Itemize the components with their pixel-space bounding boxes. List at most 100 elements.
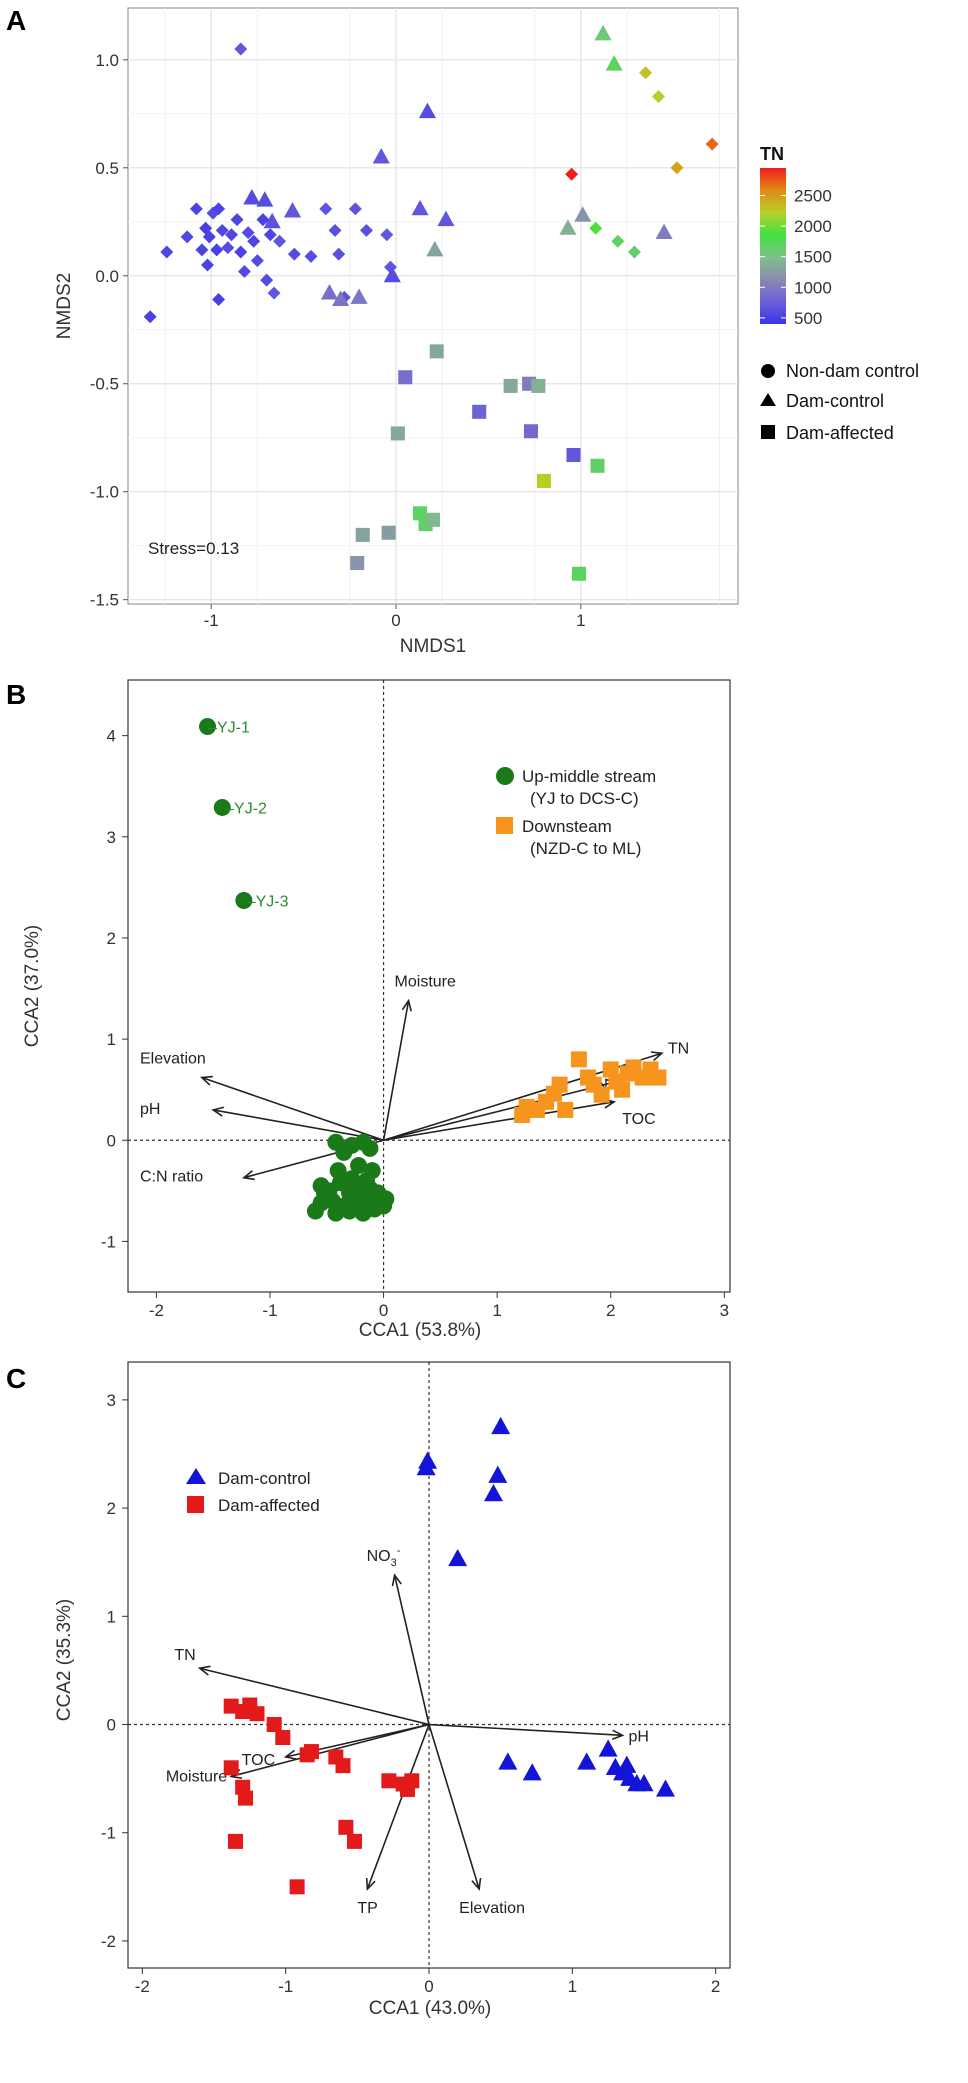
y-tick-label: -1	[101, 1824, 116, 1843]
cca-c-y-ticks: -2 -1 0 1 2 3	[101, 1391, 128, 1951]
vector-label: Elevation	[140, 1051, 206, 1068]
vector-arrow-head	[211, 1106, 225, 1117]
cca-c-point-dam-control	[522, 1763, 542, 1781]
cca-c-point-dam-affected	[238, 1790, 254, 1806]
legend-up-middle-range: (YJ to DCS-C)	[530, 789, 639, 808]
cca-b-x-ticks: -2 -1 0 1 2 3	[149, 1292, 729, 1320]
cca-b-point-downstream	[614, 1081, 631, 1098]
cca-c-point-dam-affected	[289, 1879, 305, 1895]
nmds-point-circle	[359, 223, 373, 237]
cca-b-point-downstream	[551, 1076, 568, 1093]
legend-downstream: Downsteam	[522, 817, 612, 836]
cca-c-point-dam-control	[634, 1774, 654, 1792]
cca-b-legend: Up-middle stream (YJ to DCS-C) Downsteam…	[496, 767, 656, 858]
cca-c-legend: Dam-control Dam-affected	[186, 1468, 320, 1515]
x-tick-label: 3	[720, 1301, 729, 1320]
nmds-point-circle	[287, 247, 301, 261]
legend-up-middle-stream: Up-middle stream	[522, 767, 656, 786]
vector-arrow	[199, 1667, 430, 1726]
cca-c-y-axis-title: CCA2 (35.3%)	[54, 1599, 75, 1722]
nmds-point-square	[350, 555, 365, 570]
y-tick-label: -0.5	[90, 375, 119, 394]
cca-b-point-up-middle	[340, 1202, 358, 1220]
vector-arrow	[428, 1724, 480, 1890]
colorbar-tick-label: 2000	[794, 217, 832, 236]
cca-b-point-up-middle	[361, 1139, 379, 1157]
vector-arrow-head	[650, 1051, 664, 1062]
nmds-point-triangle	[243, 189, 261, 205]
cca-c-x-axis-title: CCA1 (43.0%)	[369, 1998, 492, 2019]
nmds-point-square	[536, 473, 551, 488]
nmds-point-triangle	[320, 284, 339, 300]
vector-label: TOC	[622, 1111, 655, 1128]
nmds-point-circle	[212, 202, 226, 216]
nmds-point-square	[523, 424, 538, 439]
nmds-point-triangle	[350, 288, 368, 304]
nmds-point-circle	[611, 234, 625, 248]
nmds-point-triangle	[263, 212, 281, 229]
y-tick-label: -1.5	[90, 591, 119, 610]
cca-b-y-ticks: -1 0 1 2 3 4	[101, 727, 128, 1251]
nmds-point-circle	[589, 221, 603, 235]
cca-c-point-dam-affected	[346, 1833, 362, 1849]
nmds-point-triangle	[574, 206, 592, 222]
nmds-point-circle	[380, 228, 394, 242]
cca-b-point-up-middle	[327, 1204, 345, 1222]
nmds-points	[143, 24, 719, 581]
vector-arrow-head	[197, 1665, 211, 1676]
nmds-y-ticks: -1.5 -1.0 -0.5 0.0 0.5 1.0	[90, 51, 128, 610]
x-tick-label: -1	[204, 611, 219, 630]
vector-arrow-head	[471, 1877, 482, 1891]
vector-label-subscript: 3	[391, 1557, 397, 1569]
y-tick-label: 1.0	[95, 51, 119, 70]
nmds-grid	[128, 8, 738, 604]
cca-b-point-downstream	[650, 1069, 667, 1086]
legend-dam-affected-marker	[187, 1496, 204, 1513]
cca-b-points	[199, 718, 667, 1222]
nmds-point-triangle	[426, 240, 444, 257]
cca-c-point-dam-control	[488, 1465, 508, 1483]
vector-arrow	[201, 1076, 384, 1142]
legend-circle-marker	[761, 364, 775, 378]
vector-arrow-head	[365, 1877, 376, 1891]
cca-c-point-dam-control	[418, 1451, 438, 1469]
cca-c-point-dam-control	[448, 1548, 468, 1567]
nmds-point-circle	[256, 213, 270, 227]
nmds-point-circle	[332, 247, 346, 261]
legend-dam-control-marker	[186, 1468, 206, 1484]
nmds-point-circle	[304, 249, 318, 263]
nmds-point-circle	[202, 230, 216, 244]
nmds-point-square	[590, 458, 605, 473]
cca-c-point-dam-affected	[223, 1760, 239, 1776]
x-tick-label: 1	[492, 1301, 501, 1320]
cca-c-point-dam-control	[577, 1752, 597, 1770]
colorbar-tick-label: 1000	[794, 278, 832, 297]
nmds-point-square	[413, 506, 428, 521]
colorbar-tick-label: 2500	[794, 187, 832, 206]
nmds-point-triangle	[332, 290, 350, 307]
nmds-point-triangle	[411, 199, 429, 216]
cca-c-point-dam-affected	[299, 1747, 315, 1763]
y-tick-label: 4	[107, 727, 116, 746]
cca-b-point-up-middle	[213, 798, 231, 816]
nmds-x-axis-title: NMDS1	[400, 636, 467, 657]
x-tick-label: -2	[135, 1977, 150, 1996]
colorbar-ticks: 500 1000 1500 2000 2500	[760, 187, 832, 328]
vector-label-superscript: -	[397, 1545, 401, 1557]
nmds-point-circle	[234, 42, 248, 56]
site-label: –YJ-1	[208, 720, 250, 737]
nmds-point-circle	[160, 245, 174, 259]
nmds-y-axis-title: NMDS2	[54, 273, 75, 340]
cca-c-point-dam-control	[656, 1779, 675, 1797]
nmds-point-circle	[273, 234, 287, 248]
vector-label: Moisture	[166, 1768, 227, 1785]
nmds-point-square	[425, 512, 441, 527]
cca-c-point-dam-affected	[275, 1730, 291, 1746]
colorbar-tick-label: 500	[794, 309, 822, 328]
cca-b-site-labels: –YJ-1 –YJ-2 –YJ-3	[208, 720, 289, 911]
cca-b-point-up-middle	[358, 1172, 376, 1190]
nmds-point-triangle	[256, 191, 274, 207]
nmds-point-circle	[143, 310, 157, 324]
nmds-point-circle	[221, 241, 235, 255]
cca-c-point-dam-affected	[381, 1773, 397, 1789]
